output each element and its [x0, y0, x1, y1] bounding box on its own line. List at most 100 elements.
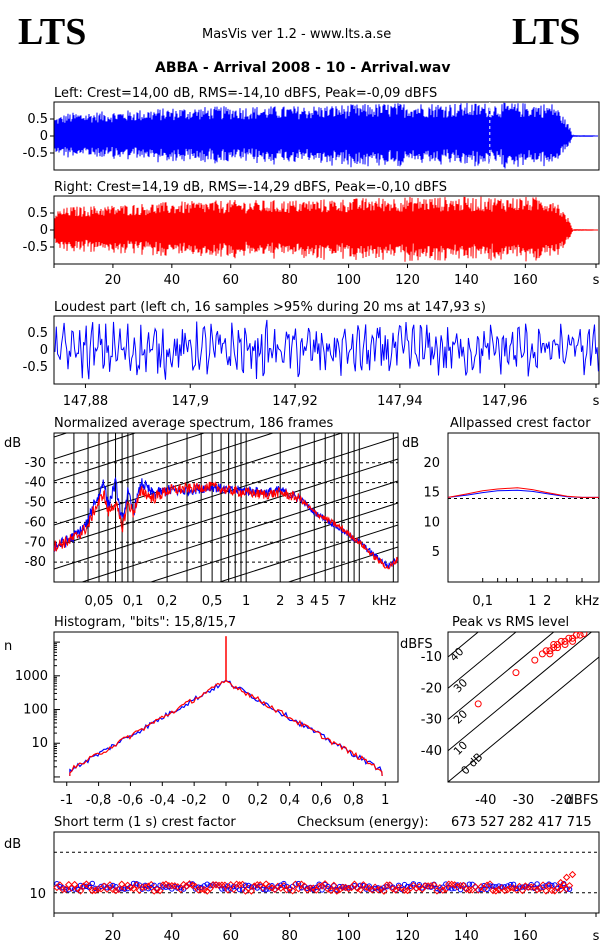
peak-vs-rms-diag-label: 40 — [447, 645, 466, 664]
left-waveform-trace — [54, 102, 598, 169]
peak-vs-rms-xtick: -30 — [513, 793, 534, 808]
crest-point-right — [115, 885, 123, 894]
crest-point-right — [321, 880, 329, 888]
crest-point-right — [79, 882, 88, 890]
spectrum-xtick: 1 — [242, 594, 250, 609]
pvr-plot — [448, 632, 599, 782]
histogram-xtick: -0,6 — [118, 793, 143, 808]
right-waveform-xtick: 160 — [513, 273, 538, 288]
short-term-crest-frame — [53, 831, 600, 914]
crest-point-left — [487, 883, 493, 889]
spectrum-ytick: -70 — [25, 535, 46, 550]
logo-right: LTS — [512, 11, 581, 53]
crest-point-left — [416, 881, 422, 888]
spectrum-ytick: -30 — [25, 456, 46, 471]
crest-point-right — [453, 882, 462, 891]
crest-point-left — [540, 884, 546, 890]
peak-vs-rms-ytick: -20 — [421, 681, 442, 696]
allpassed-crest-xtick: 1 — [528, 594, 536, 609]
crest-point-right — [568, 870, 577, 879]
crest-point-left — [281, 880, 287, 887]
crest-point-right — [250, 882, 259, 890]
crest-point-left — [484, 886, 490, 893]
loudest-part-xtick: 147,94 — [377, 394, 423, 409]
crest-point-left — [313, 884, 319, 891]
right-waveform-title: Right: Crest=14,19 dB, RMS=-14,29 dBFS, … — [54, 180, 447, 195]
spectrum-ytick: -40 — [25, 476, 46, 491]
pvr-diag — [448, 656, 599, 782]
crest-point-right — [274, 882, 282, 891]
crest-point-right — [465, 886, 474, 894]
loudest-part-title: Loudest part (left ch, 16 samples >95% d… — [54, 300, 486, 315]
peak-vs-rms-ytick: -40 — [421, 744, 442, 759]
crest-point-right — [91, 886, 99, 895]
spectrum-xtick: 4 — [310, 594, 318, 609]
crest-point-right — [112, 886, 120, 895]
spectrum-plot — [54, 433, 398, 582]
histogram-xtick: 0 — [222, 793, 230, 808]
spectrum-diag — [54, 433, 275, 504]
short-term-crest-xtick: 100 — [336, 929, 361, 944]
crest-point-right — [194, 886, 203, 894]
crest-point-left — [207, 882, 213, 889]
short-term-crest-checksum-value: 673 527 282 417 715 — [451, 815, 592, 830]
crest-point-left — [225, 883, 231, 889]
crest-point-right — [333, 887, 341, 895]
allpassed-crest-xtick: 0,1 — [472, 594, 493, 609]
crest-point-right — [386, 881, 394, 889]
crest-point-right — [412, 884, 421, 892]
peak-vs-rms-xlabel: dBFS — [566, 793, 599, 808]
crest-point-right — [59, 885, 67, 894]
crest-point-right — [403, 886, 412, 895]
histogram-ytick: 100 — [23, 703, 48, 718]
loudest-part-ytick: 0.5 — [27, 326, 48, 341]
peak-vs-rms-frame — [447, 631, 600, 783]
short-term-crest-xtick: 60 — [222, 929, 239, 944]
crest-point-right — [259, 884, 267, 892]
histogram-xtick: -0,2 — [181, 793, 206, 808]
allpassed-crest-series-red — [447, 487, 599, 498]
loudest-part-frame — [53, 315, 600, 385]
crest-point-right — [374, 885, 382, 894]
crest-point-left — [357, 882, 364, 888]
crest-point-left — [481, 882, 487, 889]
crest-point-right — [380, 887, 388, 895]
crest-point-right — [565, 881, 574, 890]
allpassed-crest-series-blue — [447, 489, 599, 498]
peak-vs-rms-diag-label: 20 — [451, 707, 470, 726]
allpassed-crest-xtick: kHz — [575, 594, 599, 609]
loudest-part-xtick: 147,88 — [63, 394, 109, 409]
crest-point-left — [328, 885, 334, 892]
allpassed-crest-frame — [447, 432, 600, 583]
left-waveform-title: Left: Crest=14,00 dB, RMS=-14,10 dBFS, P… — [54, 86, 437, 101]
crest-point-left — [145, 885, 151, 892]
histogram-xtick: 0,6 — [311, 793, 332, 808]
crest-point-left — [449, 886, 455, 892]
crest-point-left — [278, 882, 284, 888]
crest-point-right — [215, 881, 223, 890]
crest-point-left — [566, 886, 573, 892]
crest-point-right — [377, 885, 385, 893]
crest-point-right — [442, 885, 450, 893]
spectrum-xtick: 0,05 — [85, 594, 114, 609]
crest-point-left — [266, 886, 272, 892]
loudest-part-trace — [54, 319, 599, 380]
right-waveform-xtick: 20 — [105, 273, 122, 288]
crest-point-left — [457, 886, 464, 893]
crest-point-right — [330, 881, 338, 890]
crest-point-right — [262, 880, 270, 888]
short-term-crest-ylabel: dB — [4, 837, 21, 852]
histogram-series-blue — [69, 679, 383, 777]
crest-point-right — [486, 880, 494, 888]
histogram-series-red — [69, 679, 383, 777]
spectrum-diag — [80, 480, 398, 582]
crest-point-right — [70, 880, 79, 889]
crest-point-left — [269, 883, 275, 889]
crest-point-right — [176, 885, 185, 894]
histogram-xtick: 0,8 — [343, 793, 364, 808]
crest-point-left — [177, 884, 184, 891]
right-waveform-xtick: 120 — [395, 273, 420, 288]
crest-point-right — [132, 881, 141, 889]
crest-point-right — [445, 880, 453, 888]
crest-point-right — [159, 881, 167, 889]
